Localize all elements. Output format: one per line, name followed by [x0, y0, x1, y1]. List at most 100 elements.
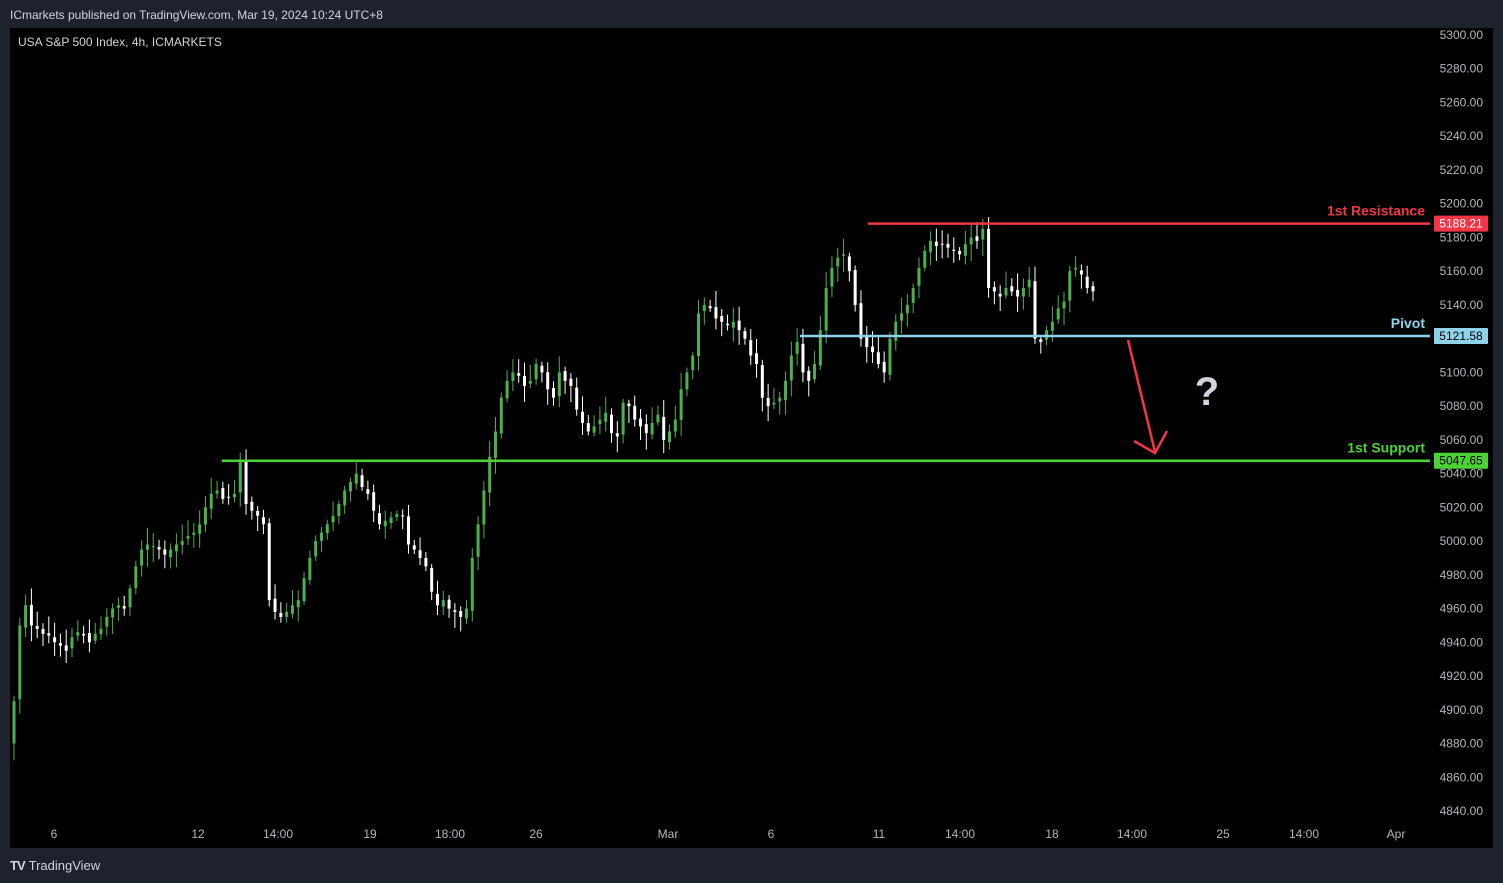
candle-body: [546, 372, 550, 390]
x-tick-label: 6: [768, 827, 775, 841]
x-tick-label: 12: [191, 827, 205, 841]
candle-body: [528, 380, 532, 384]
candle-body: [963, 244, 967, 256]
level-price-label: 5047.65: [1439, 454, 1483, 468]
candle-body: [610, 414, 614, 434]
candle-body: [958, 250, 962, 255]
candle-body: [842, 254, 846, 256]
candle-body: [784, 380, 788, 401]
candle-body: [731, 321, 735, 328]
y-tick-label: 4940.00: [1440, 635, 1484, 649]
candle-body: [789, 355, 793, 381]
candle-body: [180, 541, 184, 545]
candle-body: [308, 557, 312, 581]
symbol-title: USA S&P 500 Index, 4h, ICMARKETS: [18, 35, 222, 49]
candle-body: [476, 524, 480, 557]
candle-body: [517, 373, 521, 376]
y-tick-label: 5220.00: [1440, 163, 1484, 177]
level-price-box: [1434, 327, 1488, 344]
candle-body: [412, 545, 416, 550]
candle-body: [53, 637, 57, 643]
candle-body: [830, 267, 834, 287]
publisher-text: ICmarkets published on TradingView.com, …: [10, 8, 383, 22]
candle-body: [163, 549, 167, 555]
candle-body: [93, 633, 97, 641]
candle-body: [534, 363, 538, 380]
candle-body: [12, 701, 16, 744]
candle-body: [702, 304, 706, 311]
candle-body: [447, 599, 451, 609]
candle-body: [1079, 270, 1083, 275]
candle-body: [41, 629, 45, 634]
down-arrow-head: [1133, 430, 1169, 455]
candle-body: [348, 482, 352, 492]
y-tick-label: 4860.00: [1440, 770, 1484, 784]
candle-body: [505, 380, 509, 399]
candle-body: [1050, 321, 1054, 332]
y-tick-label: 5140.00: [1440, 298, 1484, 312]
candle-body: [1027, 279, 1031, 288]
candle-body: [934, 241, 938, 246]
candle-body: [824, 288, 828, 331]
candle-body: [360, 475, 364, 488]
candle-body: [145, 544, 149, 550]
candle-body: [343, 490, 347, 506]
candle-body: [140, 549, 144, 566]
y-tick-label: 4900.00: [1440, 703, 1484, 717]
candle-body: [488, 456, 492, 493]
candle-body: [464, 608, 468, 619]
candle-body: [325, 524, 329, 534]
level-name-label: Pivot: [1391, 315, 1426, 331]
candle-body: [569, 378, 573, 386]
candle-body: [1091, 285, 1095, 292]
candle-body: [122, 606, 126, 609]
right-edge: [1493, 28, 1503, 848]
candle-body: [633, 405, 637, 420]
candle-body: [1033, 281, 1037, 339]
candle-body: [105, 617, 109, 627]
y-tick-label: 5000.00: [1440, 534, 1484, 548]
candle-body: [435, 594, 439, 606]
candle-body: [64, 645, 68, 651]
price-axis[interactable]: [1430, 28, 1493, 848]
candle-body: [987, 228, 991, 289]
candle-body: [522, 376, 526, 386]
chart-area[interactable]: [10, 28, 1430, 848]
candle-body: [981, 229, 985, 240]
y-tick-label: 4880.00: [1440, 737, 1484, 751]
y-tick-label: 5040.00: [1440, 467, 1484, 481]
y-tick-label: 5200.00: [1440, 197, 1484, 211]
candle-body: [256, 510, 260, 516]
y-tick-label: 5300.00: [1440, 28, 1484, 42]
x-tick-label: 18:00: [435, 827, 465, 841]
candle-body: [215, 490, 219, 494]
footer: TV TradingView: [0, 848, 1503, 883]
level-name-label: 1st Resistance: [1327, 203, 1425, 219]
candle-body: [354, 473, 358, 484]
candle-body: [871, 346, 875, 353]
candle-body: [766, 398, 770, 407]
tradingview-brand[interactable]: TV TradingView: [10, 858, 100, 873]
candle-body: [261, 517, 265, 525]
candle-body: [998, 293, 1002, 297]
candle-body: [511, 372, 515, 381]
x-tick-label: 11: [873, 827, 886, 841]
candle-body: [755, 353, 759, 364]
x-tick-label: 19: [363, 827, 377, 841]
y-tick-label: 4960.00: [1440, 602, 1484, 616]
y-tick-label: 5080.00: [1440, 399, 1484, 413]
candle-body: [813, 363, 817, 380]
candle-body: [1056, 308, 1060, 320]
candle-body: [1039, 339, 1043, 343]
candle-body: [992, 287, 996, 292]
tradingview-logo-icon: TV: [10, 858, 26, 873]
candle-body: [772, 402, 776, 405]
candle-body: [134, 566, 138, 589]
candle-body: [592, 426, 596, 433]
candle-body: [714, 306, 718, 319]
level-price-box: [1434, 215, 1488, 232]
candle-body: [296, 600, 300, 608]
candle-body: [383, 520, 387, 527]
candle-body: [847, 256, 851, 272]
candle-body: [726, 323, 730, 326]
